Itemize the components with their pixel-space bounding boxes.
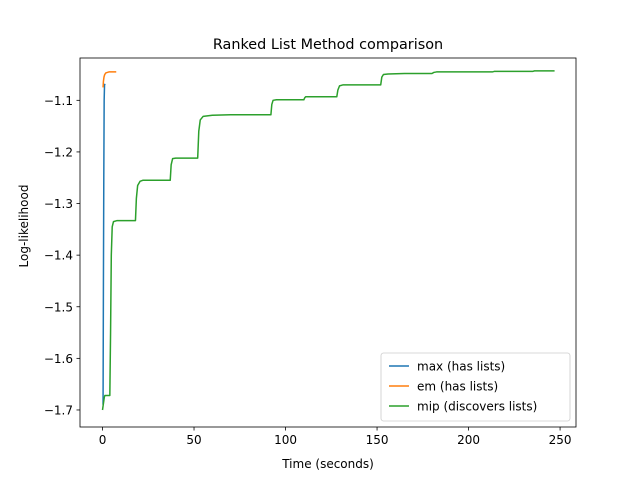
series-line-2 [101, 70, 555, 411]
legend: max (has lists) em (has lists) mip (discov… [380, 352, 571, 422]
x-tick-label-0: 0 [99, 433, 107, 447]
legend-label-1: em (has lists) [417, 380, 498, 394]
y-tick-label-0: −1.7 [44, 403, 73, 417]
y-tick-label-1: −1.6 [44, 352, 73, 366]
legend-label-0: max (has lists) [417, 360, 505, 374]
y-tick-label-5: −1.2 [44, 145, 73, 159]
x-tick-label-3: 150 [366, 433, 389, 447]
series-line-1 [102, 71, 117, 88]
y-tick-label-4: −1.3 [44, 197, 73, 211]
x-axis-label: Time (seconds) [281, 457, 374, 471]
x-tick-label-2: 100 [274, 433, 297, 447]
series-group [101, 70, 555, 411]
plot-area [101, 70, 555, 411]
y-axis-label: Log-likelihood [17, 185, 31, 268]
y-tick-label-2: −1.5 [44, 300, 73, 314]
legend-box [380, 352, 571, 422]
y-tick-label-6: −1.1 [44, 94, 73, 108]
x-tick-label-4: 200 [457, 433, 480, 447]
x-tick-label-1: 50 [186, 433, 201, 447]
y-tick-label-3: −1.4 [44, 249, 73, 263]
series-line-0 [102, 83, 106, 405]
axes-frame [79, 57, 577, 428]
chart-title: Ranked List Method comparison [213, 37, 443, 53]
x-tick-label-5: 250 [549, 433, 572, 447]
y-axis-label-group: Log-likelihood [17, 185, 31, 268]
axes: 0 50 100 150 200 250 −1.7 −1.6 −1.5 −1.4 −1.3 −1.2 −… [44, 57, 577, 447]
legend-label-2: mip (discovers lists) [417, 400, 537, 414]
